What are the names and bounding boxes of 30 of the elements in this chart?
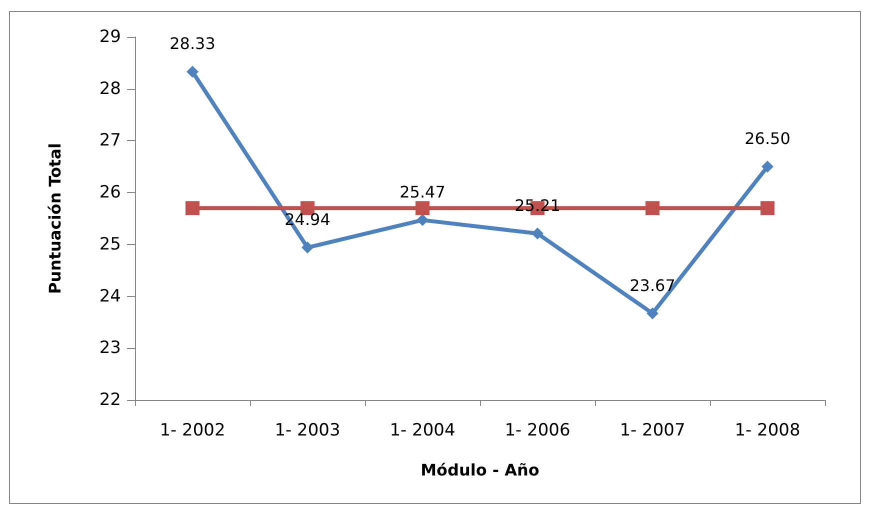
x-tick-label: 1- 2003: [274, 420, 340, 440]
y-tick-label: 24: [99, 286, 121, 306]
point: [416, 201, 430, 216]
data-label: 26.50: [744, 129, 790, 148]
point: [646, 201, 660, 216]
x-tick-label: 1- 2002: [160, 420, 226, 440]
x-tick-label: 1- 2007: [620, 420, 686, 440]
point: [646, 307, 658, 320]
y-tick-label: 28: [99, 78, 121, 99]
y-tick-label: 25: [99, 234, 121, 254]
y-tick-label: 23: [99, 338, 121, 358]
point: [186, 201, 200, 216]
point: [760, 201, 774, 216]
y-axis-title: Puntuación Total: [46, 143, 64, 294]
y-tick-label: 26: [99, 182, 121, 203]
data-label: 25.47: [400, 182, 446, 202]
x-axis-title: Módulo - Año: [420, 460, 540, 480]
point: [302, 242, 314, 254]
y-tick-label: 29: [99, 27, 121, 47]
y-tick-label: 22: [99, 390, 121, 410]
data-label: 23.67: [630, 276, 676, 295]
point: [416, 214, 428, 226]
x-tick-label: 1- 2004: [390, 420, 456, 440]
data-label: 28.33: [170, 34, 216, 54]
point: [762, 160, 774, 173]
y-tick-label: 27: [99, 130, 121, 151]
point: [186, 66, 198, 78]
x-tick-label: 1- 2008: [734, 420, 800, 440]
point: [532, 228, 544, 240]
x-tick-label: 1- 2006: [504, 420, 570, 440]
